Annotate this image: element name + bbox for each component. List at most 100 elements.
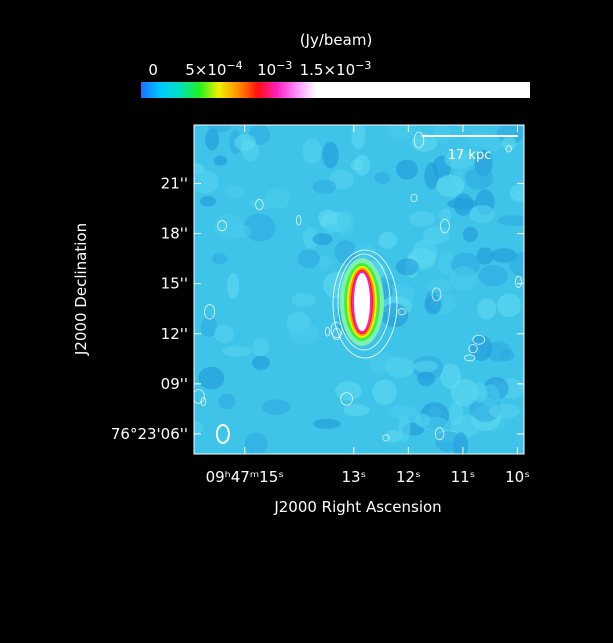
noise-blob (214, 324, 235, 343)
scale-bar-label: 17 kpc (448, 148, 492, 163)
noise-blob (432, 125, 451, 144)
noise-blob (477, 298, 497, 320)
noise-blob (312, 418, 341, 429)
x-tick-label: 09ʰ47ᵐ15ˢ (206, 468, 284, 486)
noise-blob (324, 223, 337, 234)
beam-ellipse (215, 423, 230, 444)
noise-blob (447, 198, 478, 210)
noise-blob (476, 247, 494, 265)
noise-blob (425, 278, 452, 294)
noise-blob (194, 170, 219, 194)
plot-area: 17 kpc (193, 124, 525, 455)
noise-blob (252, 355, 270, 370)
noise-contours (194, 131, 522, 442)
y-tick-label: 09'' (161, 375, 188, 393)
noise-blob (322, 141, 339, 169)
noise-blob (387, 405, 418, 419)
noise-blob (262, 399, 291, 415)
noise-blob (413, 360, 438, 373)
source-contour (332, 249, 398, 359)
noise-contour (468, 344, 478, 354)
noise-contour (324, 326, 331, 337)
noise-blob (213, 213, 243, 240)
noise-blob (424, 295, 442, 315)
noise-blob (424, 162, 439, 190)
colorbar-label: (Jy/beam) (300, 31, 373, 49)
noise-blob (264, 187, 290, 210)
noise-blob (412, 238, 438, 267)
noise-blob (198, 366, 225, 390)
noise-blob (200, 316, 218, 337)
noise-blob (337, 210, 355, 237)
noise-blob (213, 155, 228, 166)
noise-blob (439, 208, 452, 223)
noise-contour (330, 321, 343, 339)
noise-contour (472, 334, 486, 345)
noise-contour (340, 392, 353, 406)
noise-blob (312, 233, 333, 246)
x-tick-label: 12ˢ (396, 468, 421, 486)
noise-blob (437, 251, 455, 275)
noise-contour (410, 193, 418, 202)
noise-blob (205, 128, 220, 151)
noise-contour (204, 304, 216, 320)
noise-blob (385, 429, 402, 443)
noise-blob (419, 416, 449, 431)
y-axis-label: J2000 Declination (72, 223, 90, 356)
noise-blob (497, 215, 524, 226)
noise-blob (395, 159, 418, 180)
source-level (354, 273, 370, 332)
noise-blob (343, 404, 370, 417)
noise-contour (332, 327, 342, 341)
noise-contour (413, 131, 425, 149)
noise-blob (395, 258, 419, 276)
noise-contour (382, 434, 390, 442)
noise-blob (478, 264, 508, 287)
noise-contour (464, 354, 476, 362)
x-axis-label: J2000 Right Ascension (273, 498, 441, 516)
noise-blob (302, 138, 322, 165)
noise-blob (467, 131, 495, 148)
noise-blob (509, 183, 524, 202)
noise-blob (450, 378, 479, 407)
noise-blob (417, 371, 436, 387)
noise-blob (291, 292, 316, 308)
noise-contour (217, 220, 227, 232)
noise-blob (488, 403, 521, 419)
plot-frame (193, 124, 525, 455)
noise-blob (384, 357, 415, 378)
x-tick-label: 13ˢ (341, 468, 366, 486)
noise-blob (302, 227, 319, 250)
noise-blob (423, 226, 450, 245)
source-contour (337, 253, 391, 351)
noise-blob (244, 432, 268, 454)
noise-contour (514, 275, 522, 288)
noise-contour (434, 427, 445, 441)
colorbar-tick-label: 0 (148, 61, 158, 79)
colorbar-tick-label: 1.5×10−3 (300, 59, 372, 79)
y-tick-label: 76°23'06'' (111, 425, 188, 443)
noise-blob (351, 125, 366, 150)
noise-blob (335, 381, 362, 401)
noise-blob (222, 345, 253, 357)
noise-blob (449, 266, 478, 292)
noise-contour (200, 396, 207, 407)
axis-ticks (194, 125, 524, 454)
x-tick-label: 11ˢ (451, 468, 476, 486)
noise-contour (296, 215, 302, 226)
noise-blob (436, 174, 465, 198)
noise-blob (471, 382, 488, 403)
noise-blob (374, 172, 391, 185)
noise-blob (464, 167, 494, 190)
scale-bar: 17 kpc (421, 135, 518, 163)
colorbar-tick-label: 10−3 (257, 59, 292, 79)
noise-contour (439, 218, 450, 234)
x-tick-label: 10ˢ (505, 468, 530, 486)
noise-blob (378, 231, 397, 249)
noise-blob (194, 421, 203, 435)
noise-blob (435, 431, 462, 452)
noise-contour (431, 287, 442, 302)
colorbar-tick-labels: 0 5×10−4 10−3 1.5×10−3 (148, 59, 371, 79)
noise-blob (200, 196, 216, 207)
